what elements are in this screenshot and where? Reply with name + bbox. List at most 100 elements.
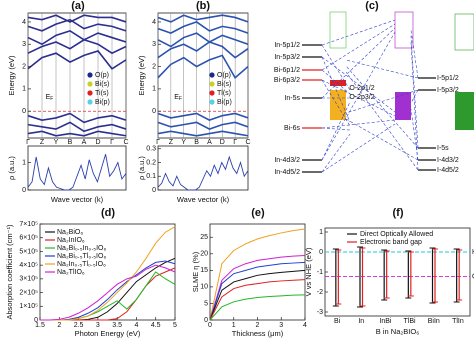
y-tick-label: 0 [152,108,156,115]
connector [410,35,419,149]
y-tick-label: 0 [204,317,208,324]
legend-label: O(p) [95,72,109,79]
connector [321,133,351,173]
y-axis-label: Energy (eV) [137,55,146,96]
connector [321,56,396,113]
x-tick-label: InBi [379,318,392,325]
series-line [209,279,306,321]
k-label: Y [54,139,59,146]
level-box [454,13,474,51]
y-tick-label: 3 [22,41,26,48]
legend-label: Bi(p) [95,99,110,106]
x-tick-label: 1 [232,322,236,329]
x-tick-label: 0 [208,322,212,329]
legend-label: Electronic band gap [360,239,422,246]
k-label: Γ [233,139,237,146]
k-label: C [123,139,128,146]
y-tick-label: 0 [34,317,38,324]
y-tick-label: 10 [200,284,208,291]
k-label: B [68,139,73,146]
connector [321,119,396,129]
y-tick-label: 20 [200,251,208,258]
x-tick-label: 2 [256,322,260,329]
k-label: Γ [156,139,160,146]
panel-label: (a) [71,0,85,12]
band [27,112,127,124]
y-tick-label: 1 [22,86,26,93]
y-tick-label: 2 [22,63,26,70]
x-tick-label: 1.5 [35,322,45,329]
x-tick-label: Bi [334,318,341,325]
legend-label: Na₂Bi₀.₅Tl₀.₅IO₆ [57,253,106,260]
series-line [209,269,306,321]
connector [321,123,396,173]
y-axis-label: Absorption coefficient (cm⁻¹) [5,224,14,320]
legend-label: Tl(s) [217,90,231,97]
x-axis-label: Wave vector (k) [51,195,104,204]
level-box [329,11,347,49]
series-line [209,228,306,321]
y-tick-label: 3×10⁵ [19,276,38,283]
legend-label: Bi(s) [217,81,231,88]
legend-marker [87,81,93,87]
y-axis-label: V vs NHE (eV) [304,247,313,296]
legend-label: Na₂InIO₆ [57,237,85,244]
series-line [209,294,306,321]
panel-label: (f) [393,207,404,219]
k-label: A [207,139,212,146]
legend-label: Na₂In₀.₅Tl₀.₅IO₆ [57,261,106,268]
band [157,54,249,79]
legend-marker [209,81,215,87]
connector [410,41,419,171]
connector [345,89,419,114]
level-label: O-2p1/2 [349,85,374,92]
level-box [394,11,414,49]
panel-label: (d) [101,207,115,219]
band [27,130,127,137]
connector [345,65,419,149]
connector [321,19,396,46]
x-axis-label: B in Na₂BIO₆ [376,327,419,336]
y-tick-label: 5×10⁵ [19,248,38,255]
level-label: Bi-6p1/2 [274,67,300,74]
x-tick-label: 3 [96,322,100,329]
x-tick-label: 3 [279,322,283,329]
fermi-label: EF [174,94,182,102]
k-label: C [245,139,250,146]
level-label: In-5s [284,95,300,102]
legend-marker [87,99,93,105]
level-label: I-5p3/2 [437,87,459,94]
series-line [209,254,306,321]
plot-frame [27,145,127,191]
fermi-label: EF [46,94,54,102]
band [157,121,249,130]
y-tick-label: 7×10⁵ [19,221,38,228]
level-label: I-4d3/2 [437,157,459,164]
x-tick-label: TlIn [452,318,464,325]
level-label: In-5p1/2 [274,42,300,49]
y-tick-label: 1 [22,159,26,166]
k-label: B [194,139,199,146]
legend-label: Direct Optically Allowed [360,231,433,238]
x-tick-label: 3.5 [112,322,122,329]
x-tick-label: 4 [134,322,138,329]
connector [321,31,396,161]
legend-marker [209,72,215,78]
level-label: O-2p3/2 [349,94,374,101]
y-tick-label: 4 [22,19,26,26]
dos-line [27,154,127,191]
band [157,21,249,34]
connector [321,127,351,131]
legend-marker [209,90,215,96]
connector [345,118,419,161]
y-tick-label: 25 [200,234,208,241]
legend-label: Bi(p) [217,99,232,106]
band [157,14,249,23]
legend-marker [87,90,93,96]
y-tick-label: 3 [152,41,156,48]
panel-label: (e) [251,207,265,219]
plot-frame [157,145,249,191]
connector [410,29,419,79]
legend-marker [209,99,215,105]
